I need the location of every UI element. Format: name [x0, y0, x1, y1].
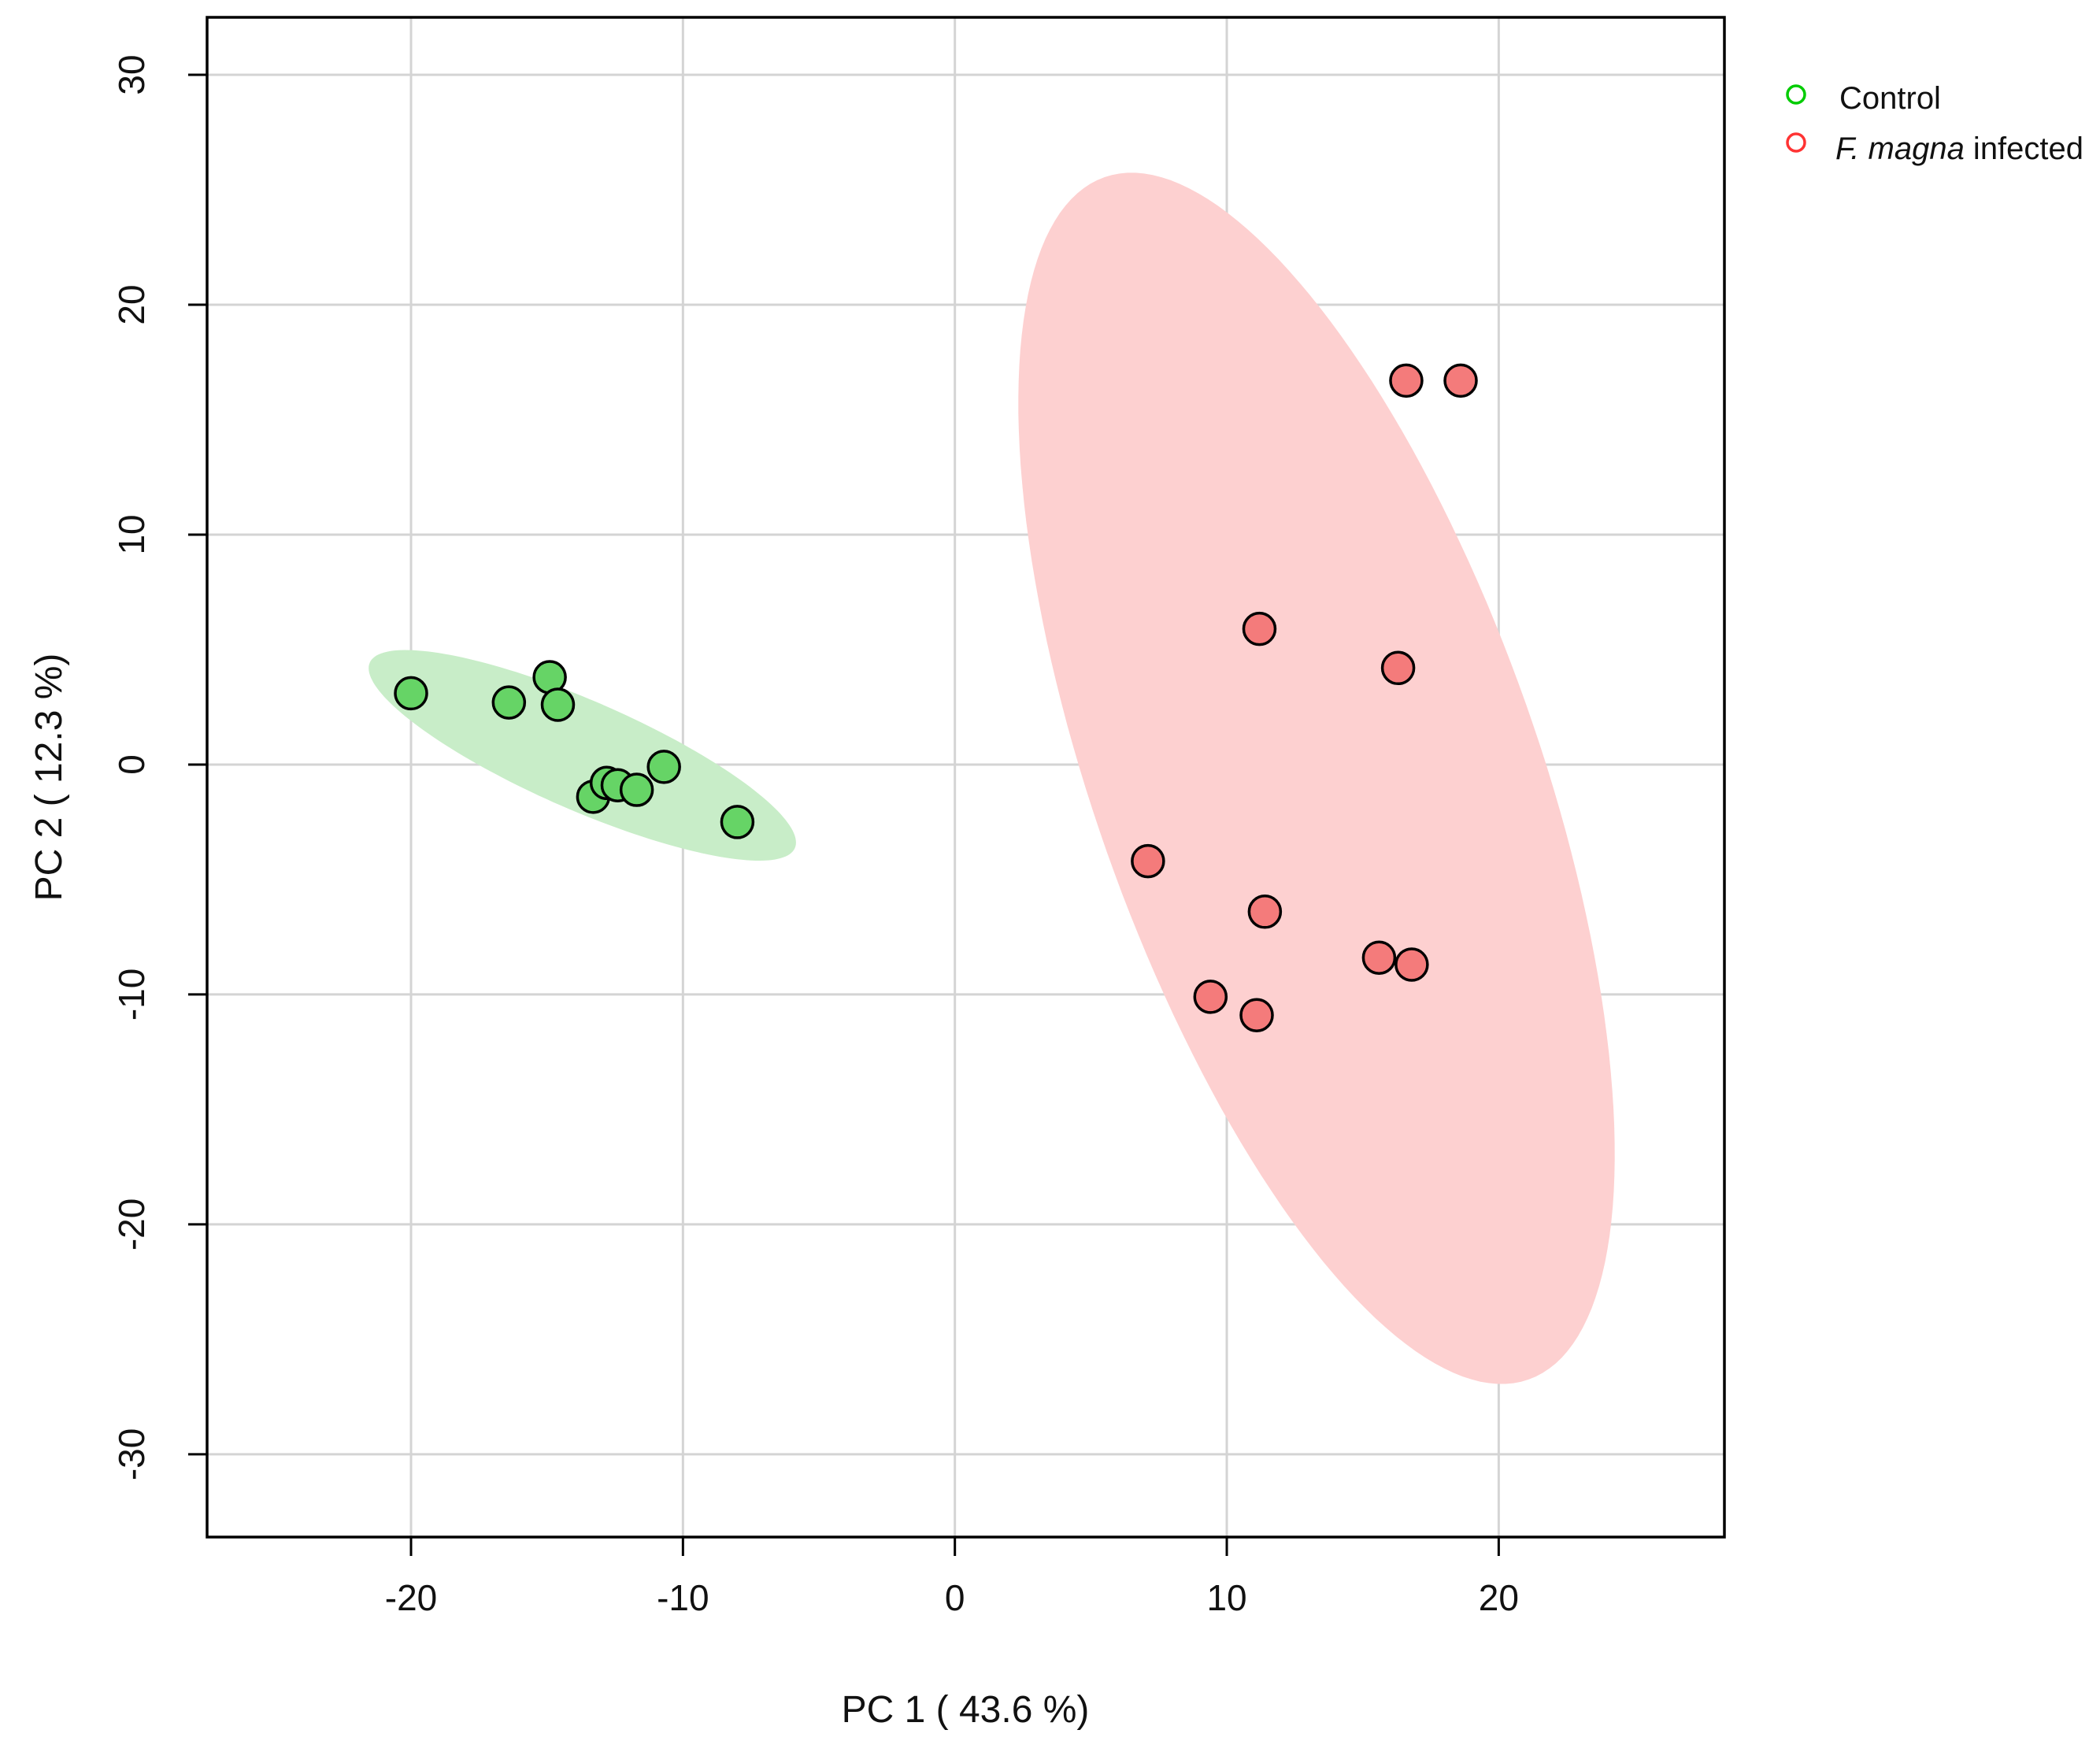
x-tick-label-3: 10: [1206, 1577, 1246, 1618]
ellipse-control: [369, 650, 796, 861]
ellipse-infected: [1018, 172, 1615, 1384]
legend-label-infected-rest: infected: [1965, 132, 2083, 166]
legend: Control F. magna infected: [1786, 81, 2083, 166]
infected-point-0: [1389, 363, 1424, 398]
control-point-0: [394, 676, 428, 711]
x-axis-title: PC 1 ( 43.6 %): [842, 1689, 1090, 1731]
infected-point-4: [1131, 843, 1165, 879]
control-point-1: [491, 685, 527, 720]
y-tick-label-1: -20: [111, 1198, 152, 1250]
control-point-8: [646, 750, 681, 784]
control-point-3: [540, 687, 576, 722]
infected-point-8: [1193, 980, 1228, 1014]
infected-point-1: [1443, 363, 1478, 398]
y-tick-label-5: 20: [111, 284, 152, 324]
legend-label-infected: F. magna infected: [1835, 132, 2083, 166]
legend-label-control: Control: [1839, 81, 1941, 116]
x-tick-label-2: 0: [945, 1577, 965, 1618]
infected-point-5: [1247, 895, 1283, 929]
x-tick-label-4: 20: [1479, 1577, 1519, 1618]
y-tick-label-6: 30: [111, 54, 152, 94]
legend-marker-infected: [1786, 132, 1806, 153]
x-axis-ticks: -20 -10 0 10 20: [385, 1537, 1519, 1618]
data-points: [394, 363, 1478, 1032]
legend-label-infected-italic: F. magna: [1835, 132, 1965, 166]
y-tick-label-0: -30: [111, 1428, 152, 1480]
y-tick-label-4: 10: [111, 514, 152, 554]
x-tick-label-1: -10: [657, 1577, 709, 1618]
control-point-9: [720, 805, 755, 839]
y-tick-label-2: -10: [111, 969, 152, 1021]
y-axis-title: PC 2 ( 12.3 %): [28, 654, 70, 902]
infected-point-7: [1394, 947, 1429, 982]
legend-marker-control: [1786, 84, 1806, 105]
control-point-7: [619, 772, 654, 807]
y-tick-label-3: 0: [111, 754, 152, 775]
plot-frame: [206, 16, 1726, 1539]
infected-point-3: [1380, 650, 1416, 686]
infected-point-2: [1242, 611, 1277, 646]
confidence-ellipses: [369, 172, 1615, 1384]
infected-point-6: [1361, 940, 1397, 975]
y-axis-ticks: -30 -20 -10 0 10 20 30: [111, 54, 207, 1480]
x-tick-label-0: -20: [385, 1577, 437, 1618]
infected-point-9: [1239, 998, 1274, 1032]
